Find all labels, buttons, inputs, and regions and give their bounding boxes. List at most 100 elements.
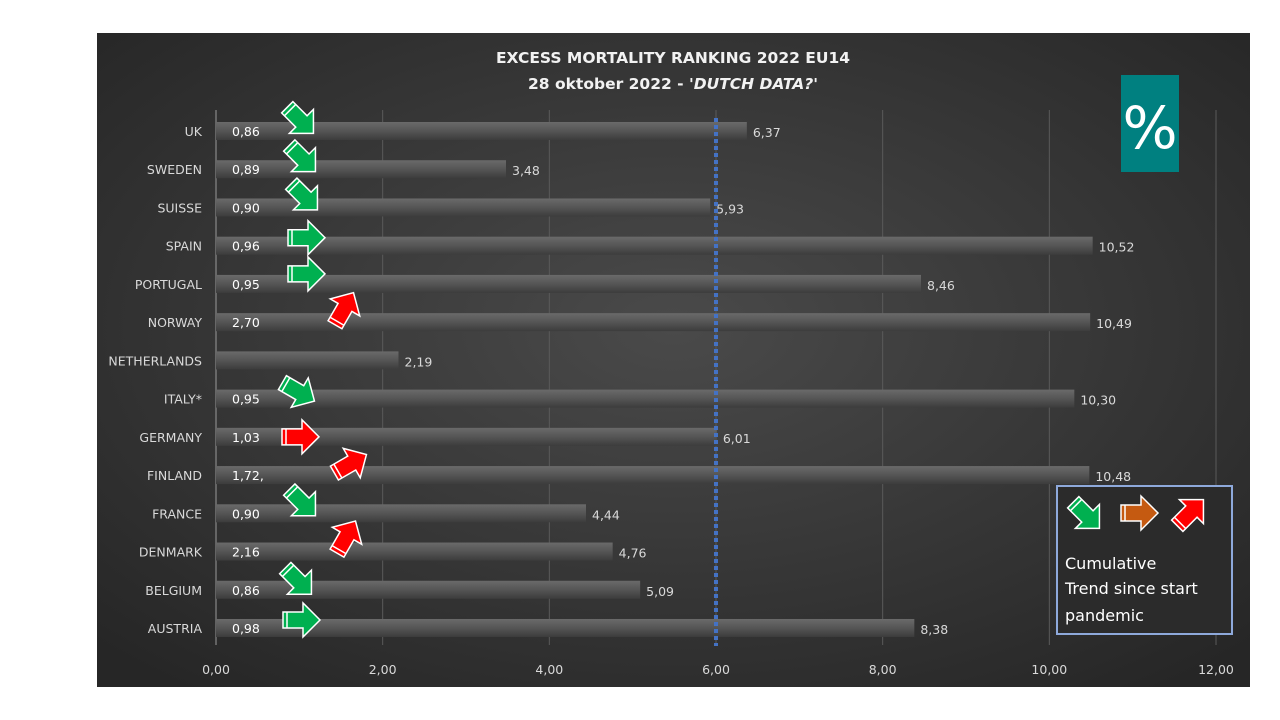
value-label: 6,37 xyxy=(753,125,781,140)
x-tick-label: 10,00 xyxy=(1031,662,1067,677)
category-label: AUSTRIA xyxy=(148,621,203,636)
legend-arrow-down-icon xyxy=(1066,495,1101,530)
value-label: 5,93 xyxy=(716,201,744,216)
x-tick-label: 4,00 xyxy=(535,662,563,677)
trend-arrow-up-slight xyxy=(329,447,368,482)
legend-arrow-flat-icon xyxy=(1120,494,1160,532)
bar-suisse xyxy=(216,198,711,217)
percent-badge: % xyxy=(1121,75,1179,172)
category-label: NORWAY xyxy=(148,315,203,330)
bar-sweden xyxy=(216,160,506,179)
chart-subtitle: 28 oktober 2022 - 'DUTCH DATA?' xyxy=(528,75,818,93)
x-tick-label: 8,00 xyxy=(869,662,897,677)
category-label: GERMANY xyxy=(139,430,202,445)
bar-norway xyxy=(216,313,1091,332)
value-label: 5,09 xyxy=(646,584,674,599)
arrow-stripe xyxy=(1069,498,1083,512)
arrow-stripe xyxy=(331,545,347,555)
category-label: DENMARK xyxy=(139,545,203,560)
trend-value-label: 2,16 xyxy=(232,545,260,560)
x-tick-label: 12,00 xyxy=(1198,662,1234,677)
trend-value-label: 0,95 xyxy=(232,392,260,407)
bar-netherlands xyxy=(216,351,399,370)
arrow-shape xyxy=(329,447,368,482)
bar-spain xyxy=(216,236,1093,255)
arrow-stripe xyxy=(281,377,291,392)
category-label: BELGIUM xyxy=(145,583,202,598)
arrow-stripe xyxy=(281,564,295,578)
category-label: PORTUGAL xyxy=(135,277,202,292)
trend-value-label: 0,98 xyxy=(232,621,260,636)
trend-value-label: 0,95 xyxy=(232,277,260,292)
bar-belgium xyxy=(216,580,641,599)
trend-arrow-up xyxy=(327,291,361,330)
trend-arrow-down xyxy=(282,482,317,517)
subtitle-date: 28 oktober 2022 - xyxy=(528,75,689,93)
percent-symbol: % xyxy=(1122,94,1177,162)
value-label: 4,76 xyxy=(619,546,647,561)
trend-arrow-down xyxy=(278,561,313,595)
category-label: NETHERLANDS xyxy=(108,353,202,368)
trend-value-label: 0,86 xyxy=(232,124,260,139)
arrow-stripe xyxy=(283,103,297,117)
bar-portugal xyxy=(216,274,921,293)
category-label: UK xyxy=(185,124,203,139)
x-tick-label: 0,00 xyxy=(202,662,230,677)
bar-italy xyxy=(216,389,1075,408)
value-label: 8,38 xyxy=(920,622,948,637)
category-label: ITALY* xyxy=(164,392,202,407)
value-label: 10,49 xyxy=(1096,316,1132,331)
legend-arrow-up-icon xyxy=(1170,498,1205,533)
trend-value-label: 2,70 xyxy=(232,315,260,330)
trend-arrow-down xyxy=(282,138,317,173)
value-label: 10,30 xyxy=(1080,393,1116,408)
trend-value-label: 0,96 xyxy=(232,239,260,254)
category-label: SUISSE xyxy=(157,200,202,215)
value-label: 8,46 xyxy=(927,278,955,293)
arrow-stripe xyxy=(285,142,299,155)
trend-arrow-flat-green xyxy=(287,255,327,293)
category-label: SWEDEN xyxy=(147,162,202,177)
x-tick-label: 6,00 xyxy=(702,662,730,677)
trend-arrow-flat-green xyxy=(282,601,322,639)
arrow-stripe xyxy=(333,463,343,479)
bar-germany xyxy=(216,427,717,446)
category-label: FRANCE xyxy=(152,506,202,521)
bar-denmark xyxy=(216,542,613,561)
value-label: 6,01 xyxy=(723,431,751,446)
arrow-shape xyxy=(329,520,363,559)
bar-finland xyxy=(216,466,1090,485)
arrow-stripe xyxy=(329,316,345,326)
trend-arrow-flat-red xyxy=(281,418,321,456)
arrow-stripe xyxy=(285,486,299,499)
trend-value-label: 1,72, xyxy=(232,468,264,483)
value-label: 2,19 xyxy=(405,354,433,369)
trend-value-label: 0,89 xyxy=(232,162,260,177)
chart-title: EXCESS MORTALITY RANKING 2022 EU14 xyxy=(496,49,850,67)
trend-arrow-down-slight xyxy=(277,374,316,409)
trend-value-label: 0,86 xyxy=(232,583,260,598)
value-label: 10,52 xyxy=(1099,240,1135,255)
bar-uk xyxy=(216,122,747,140)
legend-line-1: Cumulative xyxy=(1065,554,1156,573)
legend-line-2: Trend since start xyxy=(1064,579,1198,598)
x-tick-label: 2,00 xyxy=(369,662,397,677)
trend-arrow-down xyxy=(284,177,319,211)
arrow-stripe xyxy=(1173,516,1187,530)
legend-line-3: pandemic xyxy=(1065,606,1144,625)
bar-france xyxy=(216,504,586,523)
subtitle-italic: 'DUTCH DATA?' xyxy=(689,75,818,93)
trend-value-label: 1,03 xyxy=(232,430,260,445)
legend-box: Cumulative Trend since start pandemic xyxy=(1056,485,1233,635)
trend-arrow-flat-green xyxy=(287,218,327,257)
value-label: 4,44 xyxy=(592,507,620,522)
trend-arrow-up xyxy=(329,520,363,559)
arrow-stripe xyxy=(287,180,301,193)
category-label: FINLAND xyxy=(147,468,202,483)
value-label: 3,48 xyxy=(512,163,540,178)
trend-value-label: 0,90 xyxy=(232,506,260,521)
value-label: 10,48 xyxy=(1095,469,1131,484)
bar-austria xyxy=(216,618,915,637)
category-label: SPAIN xyxy=(166,239,202,254)
